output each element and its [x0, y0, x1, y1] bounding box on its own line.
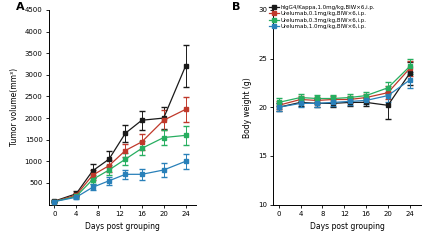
X-axis label: Days post grouping: Days post grouping [85, 222, 160, 231]
Text: A: A [17, 2, 25, 12]
Y-axis label: Tumor volume(mm³): Tumor volume(mm³) [10, 68, 19, 146]
X-axis label: Days post grouping: Days post grouping [309, 222, 384, 231]
Text: B: B [232, 2, 240, 12]
Legend: hIgG4/Kappa,1.0mg/kg,BIW×6,i.p., Urelumab,0.1mg/kg,BIW×6,i.p., Urelumab,0.3mg/kg: hIgG4/Kappa,1.0mg/kg,BIW×6,i.p., Ureluma… [269, 5, 375, 29]
Y-axis label: Body weight (g): Body weight (g) [244, 77, 252, 138]
